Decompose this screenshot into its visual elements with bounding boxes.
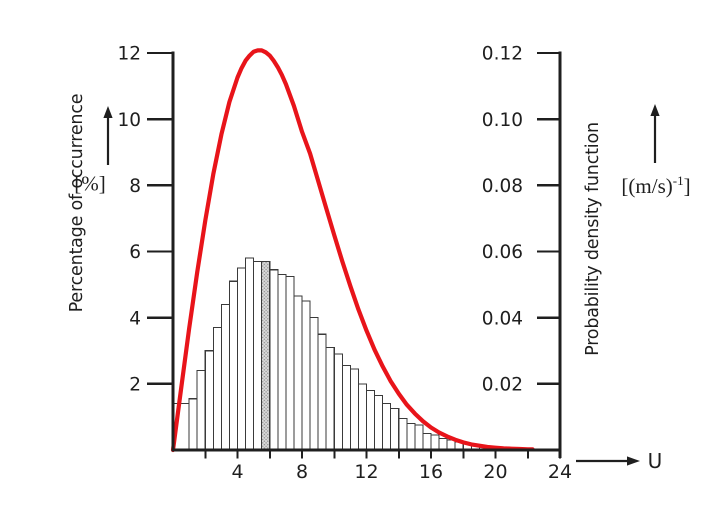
right-tick-label: 0.06 [482,242,523,263]
right-tick-label: 0.10 [482,110,523,131]
histogram-bar [422,432,432,451]
right-axis-unit-sup: -1 [672,173,684,188]
x-tick-label: 24 [548,461,572,483]
histogram-bar [220,303,230,451]
x-tick-label: 4 [231,461,243,483]
left-tick-label: 4 [129,308,141,329]
x-tick-label: 20 [483,461,507,483]
right-axis-unit-post: ] [683,174,691,198]
histogram-bar [236,267,247,451]
right-tick-label: 0.12 [482,44,523,65]
right-arrow-icon [627,456,640,466]
up-arrow-right-icon [650,104,660,116]
left-tick-label: 10 [117,110,141,131]
x-tick-label: 8 [296,461,308,483]
histogram-bar [446,439,456,451]
histogram-bar [301,300,311,451]
histogram-bar [390,408,400,451]
left-axis-unit: [%] [74,171,106,196]
left-tick-label: 12 [117,44,141,65]
histogram-bar [382,403,392,451]
histogram-bar-shaded [261,260,271,451]
left-tick-label: 8 [129,176,141,197]
histogram-bar [349,368,359,451]
left-tick-label: 6 [129,242,141,263]
histogram-bar [309,317,319,451]
right-tick-label: 0.02 [482,374,523,395]
histogram-bar [212,327,222,451]
histogram-bar [196,370,206,451]
histogram-bar [325,346,335,451]
histogram-bar [293,295,303,451]
histogram-bar [333,353,343,451]
histogram-bar [253,260,263,451]
x-axis-variable-label: U [647,449,663,473]
histogram-bar [245,257,255,451]
histogram-bar [341,365,351,451]
histogram-bar [277,274,287,451]
histogram-bar [269,269,279,451]
histogram-bar [414,424,424,451]
right-axis-title: Probability density function [583,122,603,356]
histogram-bar [406,422,416,451]
histogram-bar [365,389,376,451]
right-tick-label: 0.08 [482,176,523,197]
histogram-bar [374,394,384,451]
right-axis-unit: [(m/s)-1] [621,173,690,199]
right-axis-unit-pre: [(m/s) [621,174,673,198]
x-tick-label: 16 [419,461,443,483]
histogram-bar [430,434,440,451]
histogram-bar [357,383,368,451]
histogram-bar [317,333,327,451]
left-tick-label: 2 [129,374,141,395]
histogram-bar [438,437,448,451]
left-axis-title: Percentage of occurrence [67,93,87,313]
histogram-bar [188,398,198,451]
histogram-bar [285,275,295,451]
histogram-bar [398,418,408,451]
pdf-curve [170,48,535,453]
histogram-bar [228,280,239,451]
histogram-bar [204,350,214,451]
right-tick-label: 0.04 [482,308,523,329]
x-tick-label: 12 [354,461,378,483]
up-arrow-left-icon [103,106,113,118]
